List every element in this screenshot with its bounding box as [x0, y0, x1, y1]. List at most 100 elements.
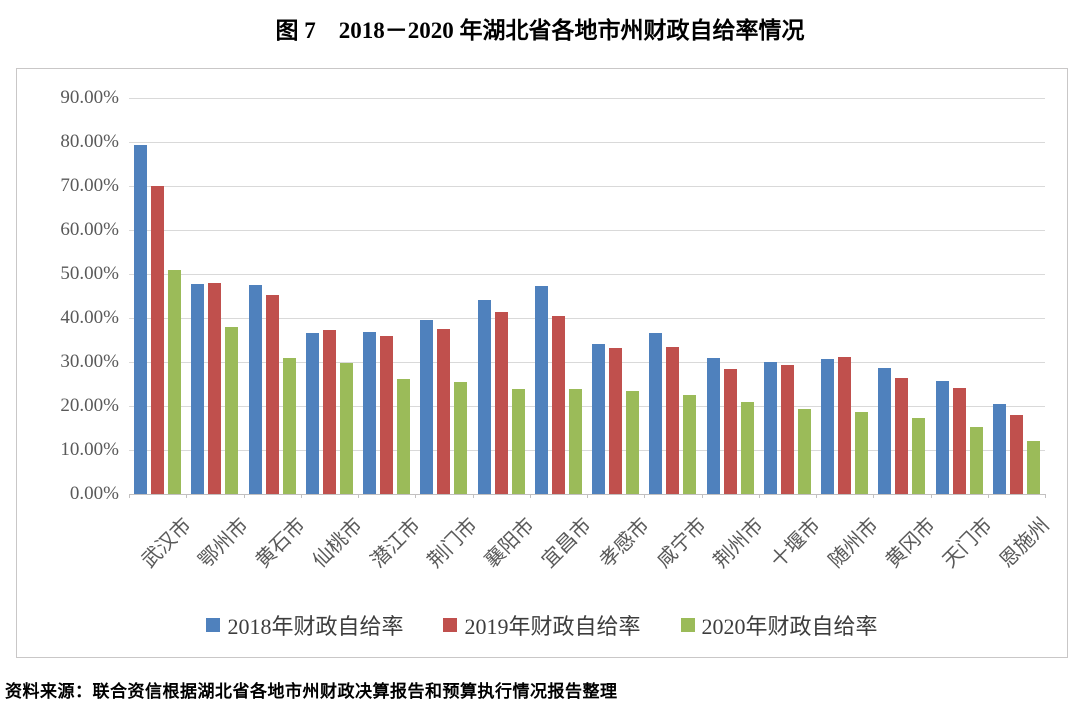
x-axis-category-label: 咸宁市: [652, 514, 711, 573]
category-tick-mark: [930, 494, 932, 498]
gridline: [129, 142, 1045, 143]
bar-2020: [568, 389, 582, 494]
legend-swatch-icon: [206, 618, 221, 632]
bar-2020: [339, 362, 353, 494]
bar-2019: [208, 282, 222, 494]
bar-2019: [437, 329, 451, 494]
bar-2018: [763, 361, 777, 494]
gridline: [129, 450, 1045, 451]
category-tick-mark: [987, 494, 989, 498]
bars: [129, 98, 1045, 494]
chart-container: 0.00% 10.00% 20.00% 30.00% 40.00% 50.00% 60.00…: [16, 68, 1068, 658]
bar-2020: [969, 427, 983, 494]
bar-group: [988, 98, 1045, 494]
category-tick-mark: [701, 494, 703, 498]
bar-2018: [477, 299, 491, 494]
legend-item-2019: 2019年财政自给率: [443, 609, 641, 641]
legend-label: 2020年财政自给率: [701, 614, 878, 639]
legend-label: 2019年财政自给率: [464, 614, 641, 639]
bar-2019: [380, 336, 394, 494]
plot-area: [129, 98, 1045, 495]
bar-2018: [935, 380, 949, 494]
x-axis-category-label: 宜昌市: [538, 514, 597, 573]
bar-2019: [666, 346, 680, 494]
bar-group: [358, 98, 415, 494]
gridline: [129, 274, 1045, 275]
y-axis-tick-label: 70.00%: [60, 175, 119, 196]
bar-2018: [191, 283, 205, 494]
x-axis-category-label: 恩施州: [996, 514, 1055, 573]
bar-2020: [168, 269, 182, 494]
legend-swatch-icon: [443, 618, 458, 632]
category-tick-mark: [129, 494, 130, 498]
bar-2020: [225, 326, 239, 494]
bar-group: [129, 98, 186, 494]
bar-group: [816, 98, 873, 494]
x-axis-category-label: 十堰市: [767, 514, 826, 573]
x-axis-category-label: 随州市: [824, 514, 883, 573]
bar-2018: [248, 285, 262, 494]
category-tick-mark: [644, 494, 646, 498]
y-axis-tick-label: 10.00%: [60, 439, 119, 460]
bar-2019: [151, 186, 165, 494]
category-tick-mark: [243, 494, 245, 498]
gridline: [129, 230, 1045, 231]
category-tick-mark: [186, 494, 188, 498]
source-note: 资料来源：联合资信根据湖北省各地市州财政决算报告和预算执行情况报告整理: [5, 682, 618, 701]
category-tick-mark: [358, 494, 359, 498]
x-axis-category-label: 荆州市: [709, 514, 768, 573]
y-axis-tick-label: 30.00%: [60, 351, 119, 372]
bar-2018: [992, 404, 1006, 494]
x-axis-category-label: 仙桃市: [309, 514, 368, 573]
bar-group: [702, 98, 759, 494]
bar-2019: [952, 387, 966, 494]
gridline: [129, 186, 1045, 187]
bar-group: [530, 98, 587, 494]
bar-2020: [454, 382, 468, 494]
bar-2019: [609, 348, 623, 494]
y-axis-tick-label: 80.00%: [60, 131, 119, 152]
x-axis-category-label: 武汉市: [137, 514, 196, 573]
y-axis-tick-label: 90.00%: [60, 87, 119, 108]
bar-group: [415, 98, 472, 494]
category-tick-mark: [472, 494, 474, 498]
bar-2019: [494, 312, 508, 494]
gridline: [129, 98, 1045, 99]
x-axis-category-label: 荆门市: [423, 514, 482, 573]
legend-swatch-icon: [680, 618, 695, 632]
x-axis-category-label: 鄂州市: [194, 514, 253, 573]
y-axis-tick-label: 0.00%: [69, 483, 119, 504]
bar-2018: [134, 144, 148, 494]
y-axis-tick-label: 40.00%: [60, 307, 119, 328]
category-tick-mark: [816, 494, 817, 498]
bar-2020: [397, 378, 411, 494]
bar-2020: [282, 358, 296, 494]
bar-2019: [895, 377, 909, 494]
bar-group: [244, 98, 301, 494]
bar-group: [644, 98, 701, 494]
x-axis-category-label: 天门市: [938, 514, 997, 573]
bar-2020: [511, 389, 525, 494]
bar-group: [931, 98, 988, 494]
x-axis-category-label: 潜江市: [366, 514, 425, 573]
bar-2019: [1009, 414, 1023, 494]
bar-2020: [855, 411, 869, 494]
category-tick-mark: [587, 494, 588, 498]
bar-2020: [683, 395, 697, 494]
category-tick-mark: [1045, 494, 1046, 498]
bar-group: [873, 98, 930, 494]
category-tick-mark: [758, 494, 760, 498]
y-axis-tick-label: 20.00%: [60, 395, 119, 416]
legend-item-2018: 2018年财政自给率: [206, 609, 403, 641]
bar-2018: [878, 368, 892, 494]
legend: 2018年财政自给率 2019年财政自给率 2020年财政自给率: [17, 609, 1067, 641]
bar-2018: [821, 359, 835, 494]
category-tick-mark: [415, 494, 417, 498]
bar-2018: [592, 344, 606, 494]
bar-2020: [626, 391, 640, 494]
bar-2018: [534, 286, 548, 494]
gridline: [129, 406, 1045, 407]
bar-2019: [723, 369, 737, 494]
bar-2019: [551, 315, 565, 494]
x-axis-category-label: 襄阳市: [480, 514, 539, 573]
